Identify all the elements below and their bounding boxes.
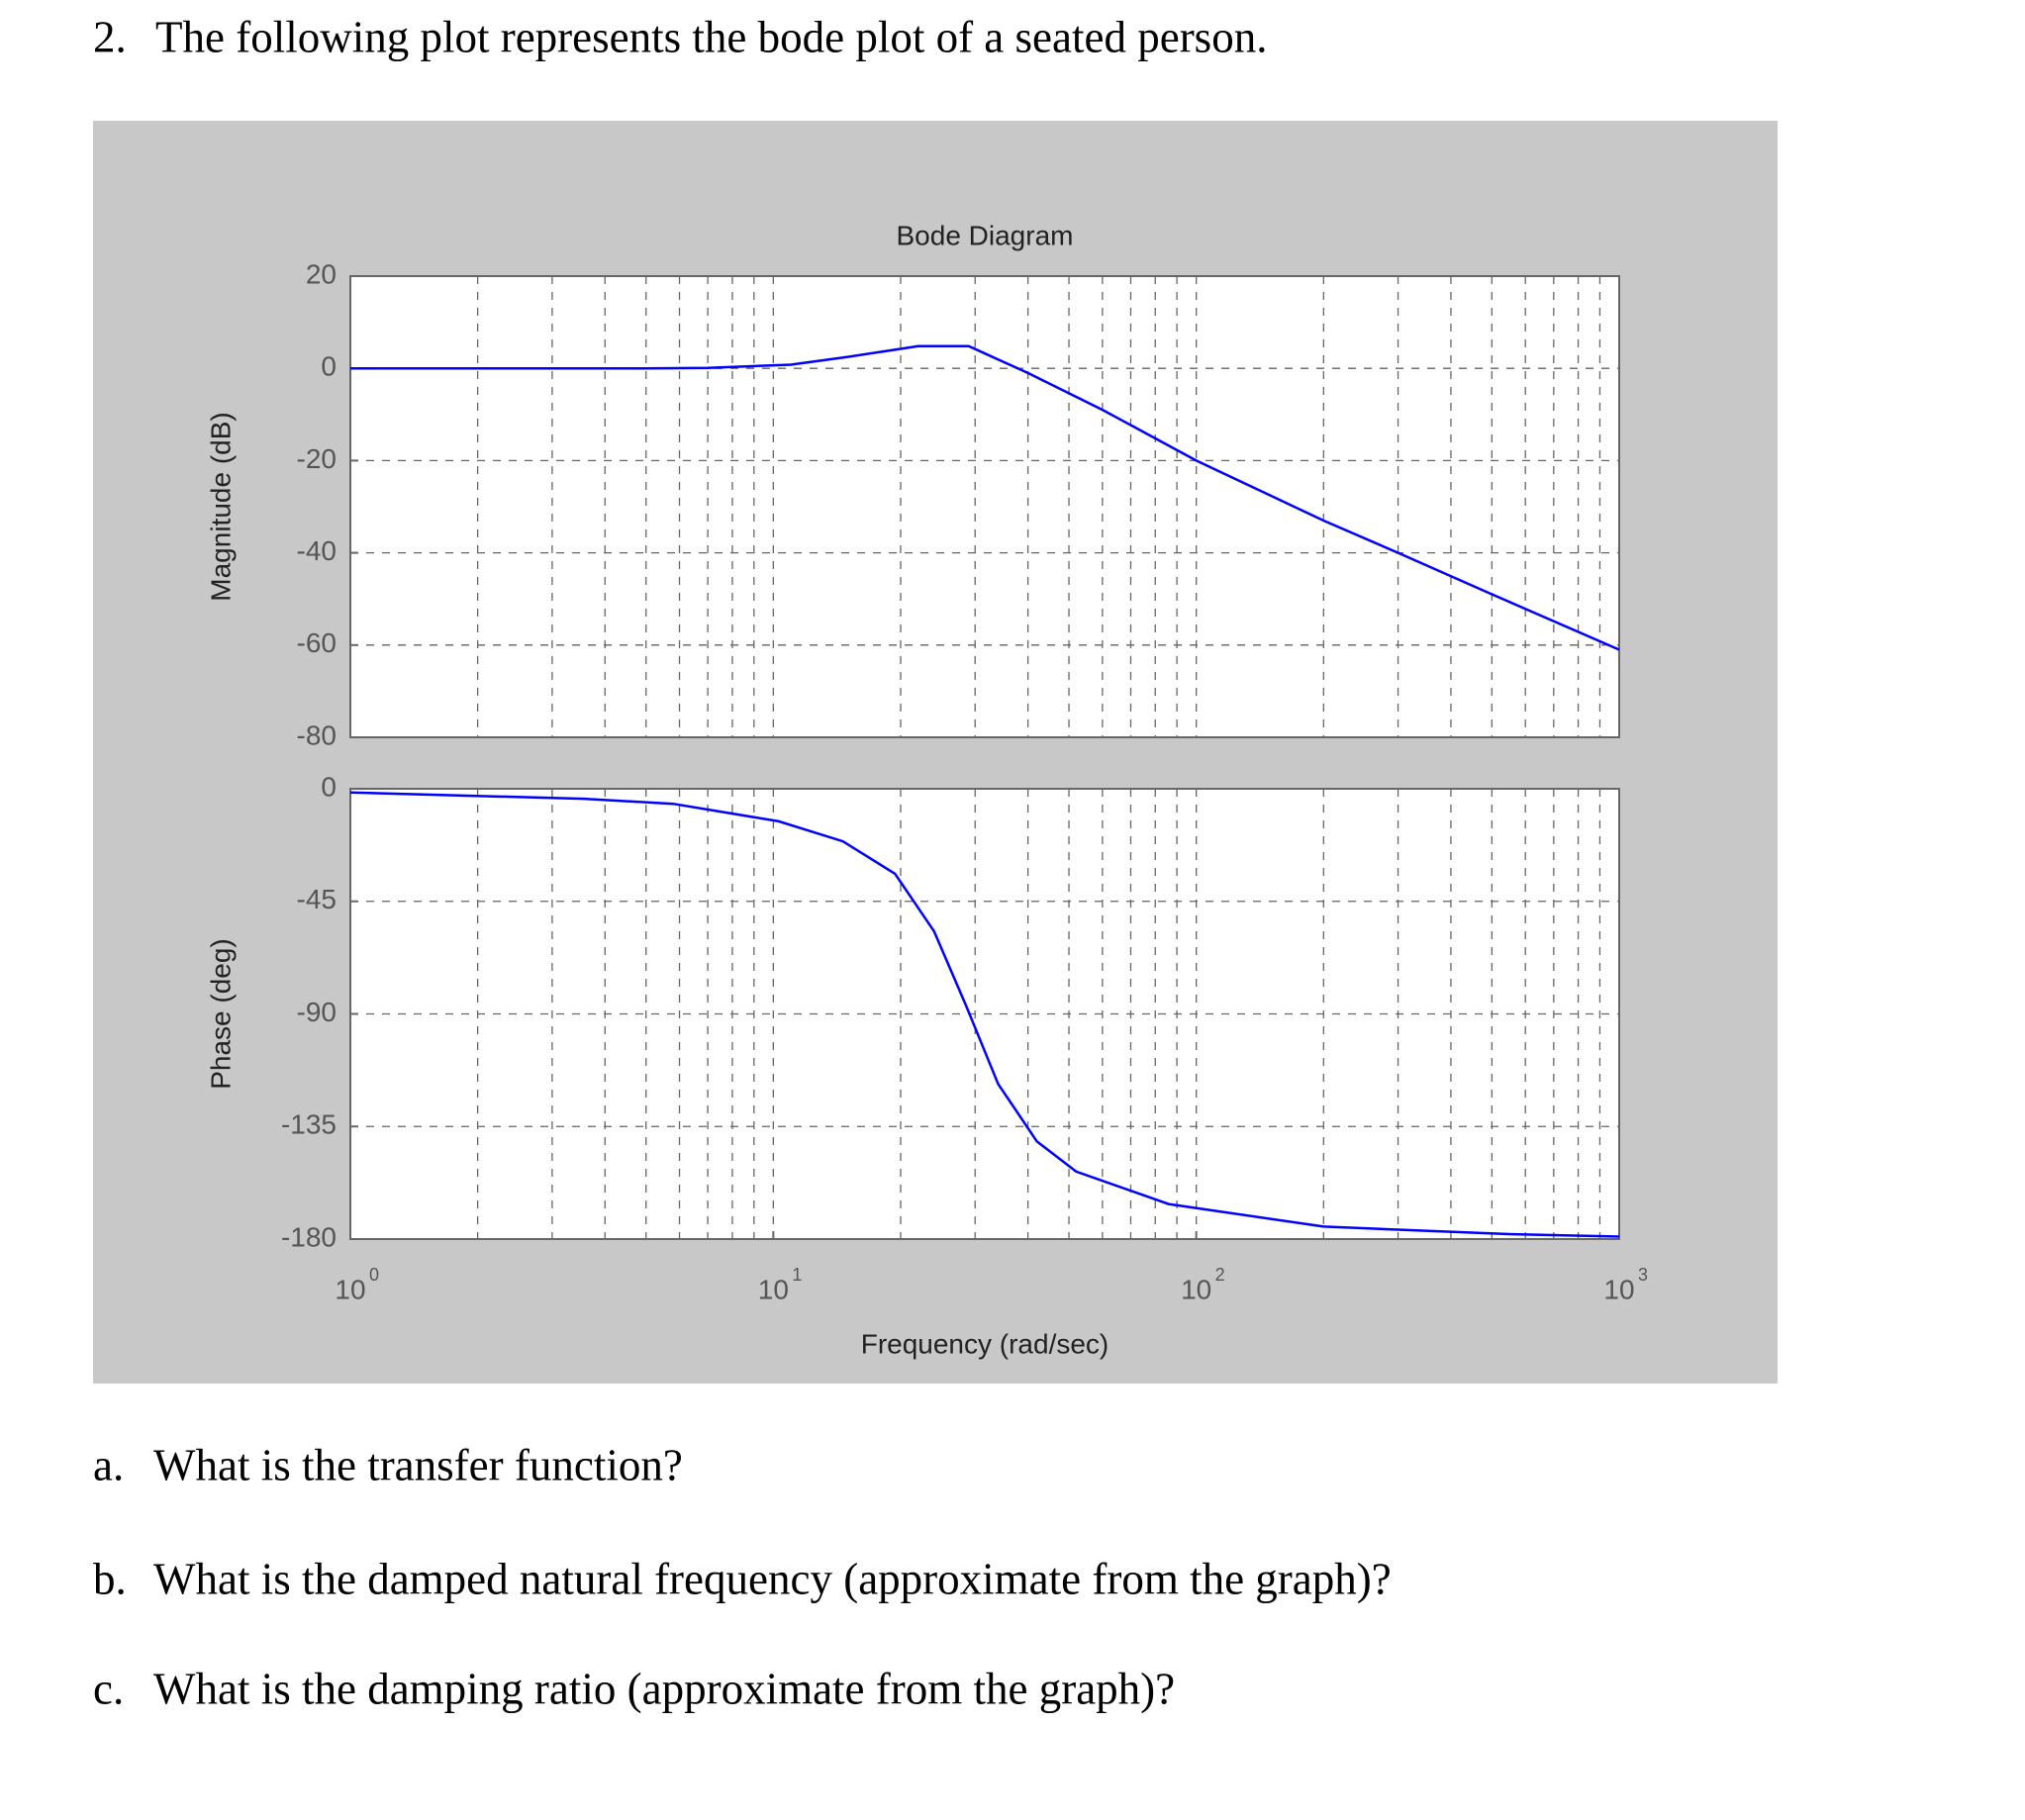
- y-tick-label: -90: [297, 997, 337, 1027]
- question-text: The following plot represents the bode p…: [155, 12, 1267, 61]
- x-tick-exponent: 0: [369, 1265, 379, 1285]
- series-line: [350, 344, 1620, 651]
- x-tick-label: 10: [1181, 1274, 1211, 1304]
- item-text: What is the damped natural frequency (ap…: [153, 1554, 1392, 1603]
- item-text: What is the transfer function?: [153, 1440, 683, 1489]
- series-line: [349, 791, 1620, 1238]
- y-tick-label: 0: [321, 351, 337, 382]
- y-tick-label: -80: [297, 719, 337, 750]
- x-axis-label: Frequency (rad/sec): [861, 1328, 1109, 1359]
- y-tick-label: -60: [297, 627, 337, 658]
- plot-area: [349, 275, 1620, 738]
- x-tick-exponent: 1: [792, 1265, 802, 1285]
- y-axis-label: Magnitude (dB): [205, 412, 236, 601]
- x-tick-exponent: 2: [1215, 1265, 1225, 1285]
- item-label: a.: [93, 1440, 124, 1489]
- x-tick-label: 10: [335, 1274, 365, 1304]
- x-tick-label: 10: [1603, 1274, 1634, 1304]
- y-tick-label: -45: [297, 884, 337, 914]
- y-tick-label: -20: [297, 443, 337, 474]
- x-tick-label: 10: [758, 1274, 789, 1304]
- y-tick-label: -40: [297, 535, 337, 566]
- chart-title: Bode Diagram: [897, 220, 1074, 250]
- y-tick-label: -135: [281, 1109, 337, 1140]
- item-label: c.: [93, 1664, 124, 1713]
- item-label: b.: [93, 1554, 127, 1603]
- y-tick-label: -180: [281, 1221, 337, 1252]
- x-tick-exponent: 3: [1638, 1265, 1648, 1285]
- item-text: What is the damping ratio (approximate f…: [153, 1664, 1175, 1713]
- question-number: 2.: [93, 12, 127, 61]
- y-tick-label: 0: [321, 771, 337, 802]
- y-tick-label: 20: [306, 258, 337, 289]
- y-axis-label: Phase (deg): [205, 938, 236, 1090]
